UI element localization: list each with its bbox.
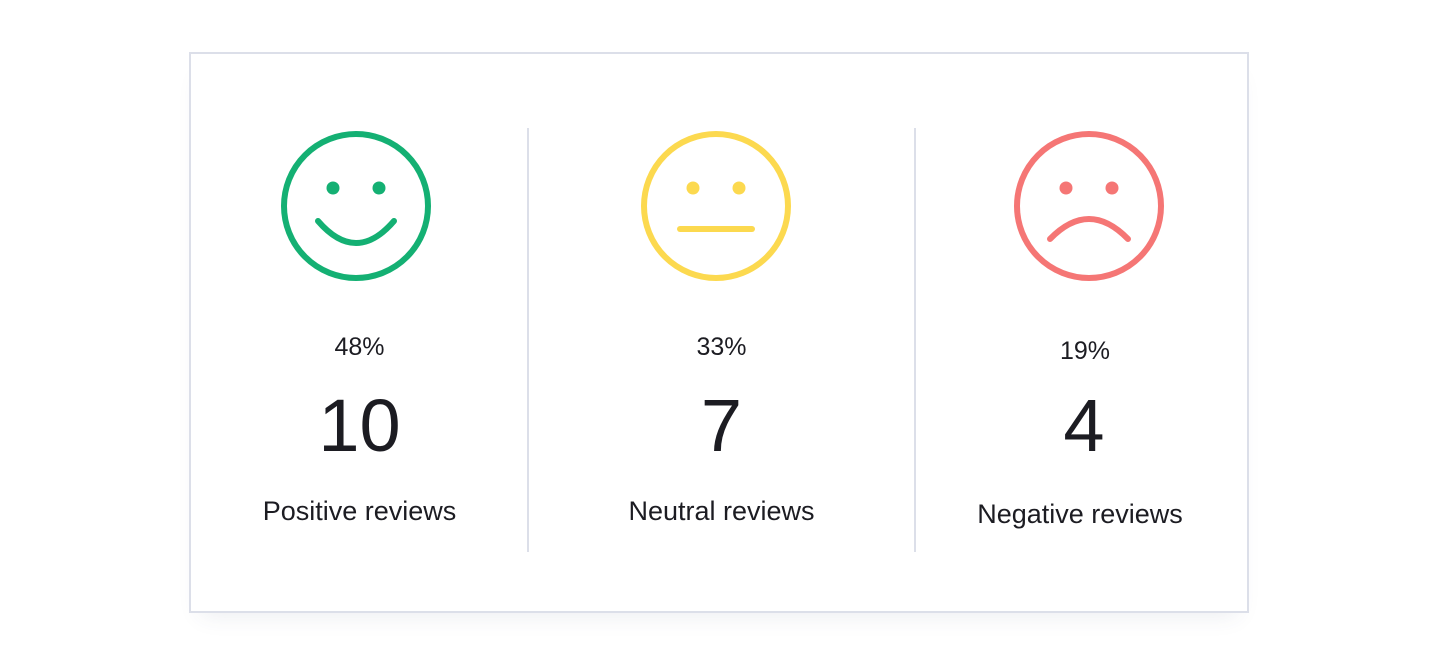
smiling-face-icon [281,131,431,281]
neutral-label: Neutral reviews [628,496,815,526]
negative-count: 4 [1063,384,1105,467]
negative-reviews-column: 19% 4 Negative reviews [915,54,1249,611]
neutral-percent: 33% [696,333,747,361]
positive-count: 10 [318,384,401,467]
column-divider [527,128,529,552]
negative-label: Negative reviews [977,499,1183,529]
positive-reviews-column: 48% 10 Positive reviews [191,54,528,611]
column-divider [914,128,916,552]
review-summary-card: 48% 10 Positive reviews 33% 7 Neutral re… [189,52,1249,613]
negative-percent: 19% [1059,337,1111,365]
positive-percent: 48% [334,333,385,361]
neutral-reviews-column: 33% 7 Neutral reviews [528,54,915,611]
neutral-count: 7 [700,384,743,467]
neutral-face-icon [641,131,791,281]
positive-label: Positive reviews [262,496,457,526]
frowning-face-icon [1014,131,1164,281]
